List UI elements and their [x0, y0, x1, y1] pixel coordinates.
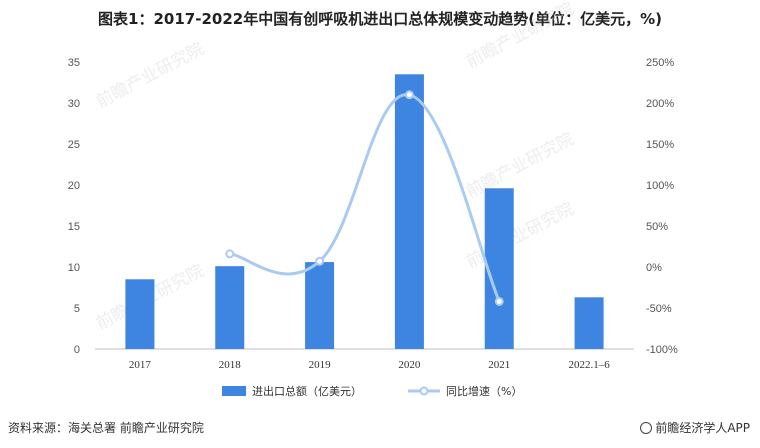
y-right-tick-label: -100% — [646, 344, 678, 356]
bar — [484, 188, 514, 349]
line-point — [494, 296, 504, 306]
line-point — [315, 256, 325, 266]
growth-line — [228, 93, 501, 303]
line-series — [225, 90, 504, 306]
y-right-tick-label: 150% — [646, 139, 674, 151]
y-left-tick-label: 0 — [74, 344, 80, 356]
legend-label-bar: 进出口总额（亿美元） — [252, 384, 362, 398]
line-point — [225, 249, 235, 259]
x-tick-label: 2018 — [219, 359, 242, 371]
watermark-text: 前瞻产业研究院 — [93, 39, 207, 113]
watermark-text: 前瞻产业研究院 — [463, 0, 577, 72]
legend: 进出口总额（亿美元） 同比增速（%） — [222, 384, 522, 398]
source-note: 资料来源：海关总署 前瞻产业研究院 — [8, 421, 204, 435]
legend-swatch-marker — [419, 386, 429, 396]
bar — [574, 297, 604, 349]
bar — [125, 279, 155, 349]
y-right-tick-label: -50% — [646, 303, 672, 315]
watermark-text: 前瞻产业研究院 — [463, 129, 577, 203]
brand-label: 前瞻经济学人APP — [655, 421, 750, 435]
watermark-text: 前瞻产业研究院 — [463, 199, 577, 273]
chart-title: 图表1：2017-2022年中国有创呼吸机进出口总体规模变动趋势(单位：亿美元，… — [98, 10, 662, 28]
y-left-tick-label: 15 — [68, 221, 80, 233]
y-left-tick-label: 35 — [68, 57, 80, 69]
y-left-tick-label: 25 — [68, 139, 80, 151]
y-right-tick-label: 100% — [646, 180, 674, 192]
y-left-tick-label: 5 — [74, 303, 80, 315]
x-tick-label: 2021 — [488, 359, 510, 371]
bar — [394, 74, 424, 350]
y-left-tick-label: 10 — [68, 262, 80, 274]
y-right-tick-label: 50% — [646, 221, 668, 233]
y-right-tick-label: 0% — [646, 262, 662, 274]
x-tick-label: 2022.1–6 — [568, 359, 610, 371]
y-left-tick-label: 30 — [68, 98, 80, 110]
brand-note: 前瞻经济学人APP — [640, 419, 750, 436]
y-right-tick-label: 200% — [646, 98, 674, 110]
legend-label-line: 同比增速（%） — [446, 384, 522, 398]
line-point — [404, 90, 414, 100]
bar-series — [125, 74, 604, 350]
y-right-tick-label: 250% — [646, 57, 674, 69]
legend-swatch-bar — [222, 386, 246, 396]
y-left-tick-label: 20 — [68, 180, 80, 192]
x-tick-label: 2019 — [309, 359, 332, 371]
bar — [305, 262, 335, 349]
x-tick-label: 2017 — [129, 359, 152, 371]
x-tick-label: 2020 — [398, 359, 421, 371]
bar — [215, 266, 245, 349]
tick-labels: 0 5 10 15 20 25 30 35 -100% -50% 0% 50% 100% 150% 200%… — [68, 57, 678, 371]
brand-logo-icon — [640, 422, 653, 434]
